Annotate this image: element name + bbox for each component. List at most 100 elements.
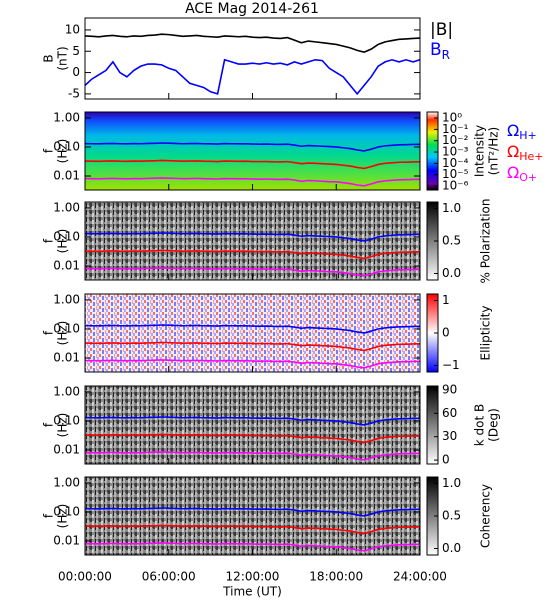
legend-name: B: [430, 40, 442, 60]
y-tick-label: 0.10: [53, 229, 80, 243]
y-tick-label: 1.00: [53, 292, 80, 306]
gyrofrequency-line: [84, 159, 421, 170]
legend-label: ΩH+: [507, 121, 537, 143]
y-tick-label: 1.00: [53, 384, 80, 398]
legend-label: |B|: [430, 20, 453, 40]
y-tick-label: 10: [65, 22, 80, 36]
y-tick-label: 0.10: [53, 139, 80, 153]
gyrofrequency-line: [84, 433, 421, 444]
colorbar-tick-label: 0.5: [442, 234, 461, 248]
y-tick-label: 1.00: [53, 200, 80, 214]
colorbar-tick-label: 1.0: [442, 476, 461, 490]
colorbar-tick-label: 10⁻¹: [442, 122, 469, 136]
x-tick-label: 24:00:00: [393, 570, 447, 584]
y-tick-label: -5: [68, 86, 80, 100]
colorbar-tick-label: 10⁻⁴: [442, 156, 469, 170]
gyrofrequency-line: [84, 249, 421, 260]
y-axis-label: B: [42, 54, 56, 62]
y-tick-label: 0.10: [53, 321, 80, 335]
y-axis-label: f: [42, 513, 56, 518]
y-axis-label: (Hz): [56, 139, 70, 164]
gyrofrequency-line: [84, 507, 421, 517]
colorbar-tick-label: 0.0: [442, 266, 461, 280]
colorbar-tick-label: 0: [442, 453, 450, 467]
series-line: [84, 33, 421, 53]
colorbar-tick-label: 0.0: [442, 541, 461, 555]
colorbar-label: (Deg): [487, 408, 501, 442]
legend-name: Ω: [507, 142, 519, 161]
y-axis-label: f: [42, 238, 56, 243]
colorbar-tick-label: 60: [442, 406, 457, 420]
colorbar: [426, 385, 439, 465]
gyrofrequency-line: [84, 232, 421, 242]
y-axis-label: f: [42, 148, 56, 153]
y-tick-label: 1.00: [53, 110, 80, 124]
legend-name: Ω: [507, 163, 519, 182]
y-tick-label: 0.01: [53, 443, 80, 457]
y-tick-label: 0.10: [53, 413, 80, 427]
y-tick-label: 0.10: [53, 504, 80, 518]
legend-name: Ω: [507, 121, 519, 140]
y-tick-label: 0.01: [53, 351, 80, 365]
colorbar-tick-label: 10⁻⁵: [442, 167, 469, 181]
colorbar-tick-label: 30: [442, 429, 457, 443]
colorbar-label: (nT²/Hz): [487, 127, 501, 175]
colorbar-label: % Polarization: [479, 199, 493, 284]
colorbar-tick-label: 10⁰: [442, 111, 462, 125]
gyrofrequency-line: [84, 267, 421, 277]
x-tick-label: 06:00:00: [142, 570, 196, 584]
y-tick-label: 0: [72, 65, 80, 79]
gyrofrequency-line: [84, 416, 421, 426]
gyrofrequency-line: [84, 451, 421, 461]
x-axis-label: Time (UT): [222, 585, 282, 599]
colorbar-tick-label: 0.5: [442, 509, 461, 523]
colorbar: [426, 111, 439, 191]
colorbar-tick-label: −1: [442, 358, 460, 372]
y-axis-label: (Hz): [56, 504, 70, 529]
chart-title: ACE Mag 2014-261: [185, 1, 319, 17]
gyrofrequency-line: [84, 341, 421, 352]
legend-subscript: O+: [519, 171, 537, 184]
gyrofrequency-line: [84, 542, 421, 552]
colorbar-label: Ellipticity: [479, 306, 493, 361]
y-axis-label: (Hz): [56, 321, 70, 346]
colorbar-label: Intensity: [473, 125, 487, 177]
colorbar-tick-label: 90: [442, 382, 457, 396]
x-tick-label: 00:00:00: [58, 570, 112, 584]
y-axis-label: (Hz): [56, 229, 70, 254]
gyrofrequency-line: [84, 142, 421, 152]
colorbar-tick-label: 10⁻²: [442, 133, 469, 147]
gyrofrequency-line: [84, 359, 421, 369]
colorbar-tick-label: 0: [442, 326, 450, 340]
gyrofrequency-line: [84, 524, 421, 535]
colorbar-tick-label: 10⁻⁶: [442, 179, 469, 193]
colorbar-tick-label: 1: [442, 293, 450, 307]
legend-name: |B|: [430, 20, 453, 40]
y-tick-label: 0.01: [53, 259, 80, 273]
legend-label: BR: [430, 40, 450, 62]
y-axis-label: f: [42, 422, 56, 427]
y-tick-label: 0.01: [53, 169, 80, 183]
legend-subscript: H+: [519, 129, 537, 142]
legend-label: ΩHe+: [507, 142, 544, 164]
y-axis-label: (Hz): [56, 413, 70, 438]
series-line: [84, 58, 421, 96]
legend-label: ΩO+: [507, 163, 537, 185]
colorbar-tick-label: 10⁻³: [442, 145, 469, 159]
gyrofrequency-line: [84, 177, 421, 187]
legend-subscript: He+: [519, 150, 543, 163]
y-tick-label: 0.01: [53, 534, 80, 548]
y-axis-label: (nT): [56, 46, 70, 70]
axis-frame: [84, 17, 421, 100]
y-tick-label: 1.00: [53, 475, 80, 489]
colorbar-label: Coherency: [479, 484, 493, 548]
x-tick-label: 18:00:00: [309, 570, 363, 584]
legend-subscript: R: [442, 48, 450, 62]
x-tick-label: 12:00:00: [226, 570, 280, 584]
gyrofrequency-line: [84, 324, 421, 334]
colorbar-label: k dot B: [473, 404, 487, 446]
colorbar-tick-label: 1.0: [442, 201, 461, 215]
y-axis-label: f: [42, 330, 56, 335]
y-tick-label: 5: [72, 44, 80, 58]
